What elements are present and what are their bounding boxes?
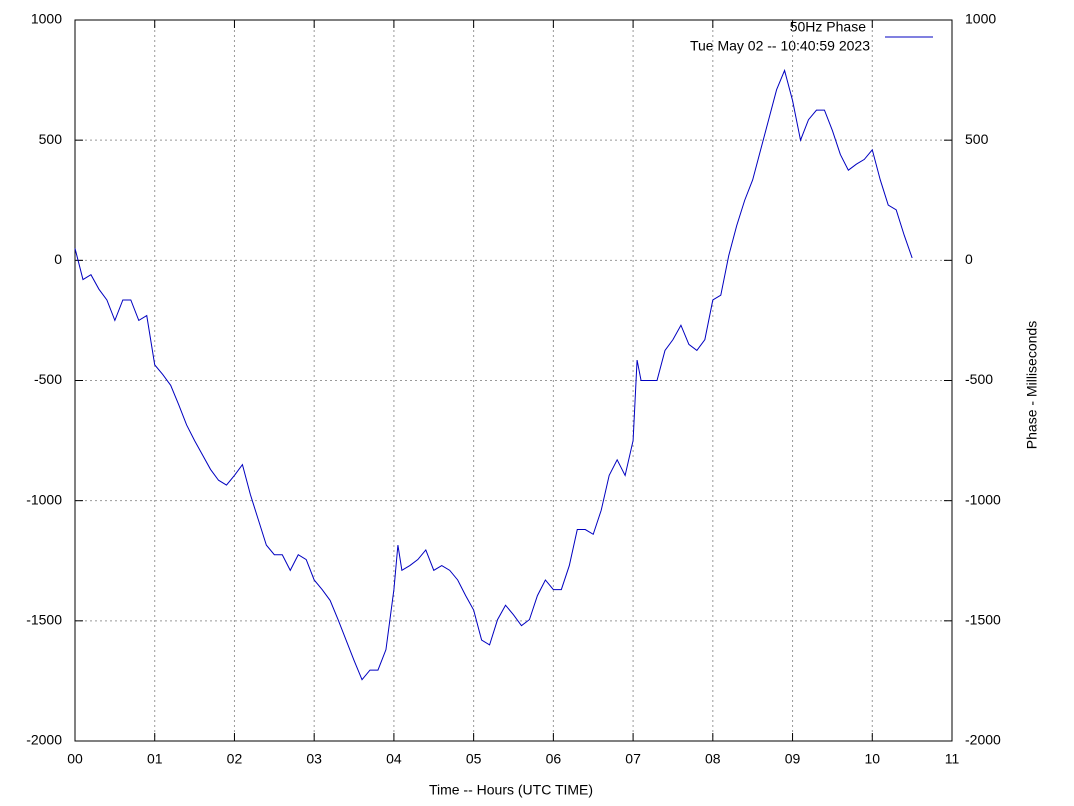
x-tick-label: 04	[386, 751, 402, 767]
x-tick-label: 07	[625, 751, 641, 767]
y-tick-label: -500	[34, 371, 62, 387]
x-tick-label: 05	[466, 751, 482, 767]
x-axis-label: Time -- Hours (UTC TIME)	[429, 782, 593, 798]
x-tick-label: 00	[67, 751, 83, 767]
x-tick-label: 02	[227, 751, 243, 767]
y2-tick-label: -1000	[965, 491, 1001, 507]
y-tick-label: -1500	[26, 612, 62, 628]
y-tick-label: -2000	[26, 732, 62, 748]
y2-tick-label: 1000	[965, 11, 996, 27]
annotation: Tue May 02 -- 10:40:59 2023	[690, 38, 870, 54]
y-tick-label: 500	[39, 131, 63, 147]
x-tick-label: 08	[705, 751, 721, 767]
y-tick-label: 0	[54, 251, 62, 267]
x-tick-label: 11	[945, 751, 960, 767]
x-tick-label: 03	[306, 751, 322, 767]
y2-tick-label: -1500	[965, 612, 1001, 628]
y2-axis-label: Phase - Milliseconds	[1024, 321, 1040, 449]
y2-tick-label: -2000	[965, 732, 1001, 748]
y2-tick-label: 0	[965, 251, 973, 267]
legend-label: 50Hz Phase	[790, 19, 866, 35]
x-tick-label: 10	[864, 751, 880, 767]
x-tick-label: 01	[147, 751, 163, 767]
series-line	[74, 68, 913, 681]
y-tick-label: 1000	[31, 11, 62, 27]
y2-tick-label: 500	[965, 131, 989, 147]
y-tick-label: -1000	[26, 491, 62, 507]
y2-tick-label: -500	[965, 371, 993, 387]
x-tick-label: 06	[546, 751, 562, 767]
x-tick-label: 09	[785, 751, 801, 767]
